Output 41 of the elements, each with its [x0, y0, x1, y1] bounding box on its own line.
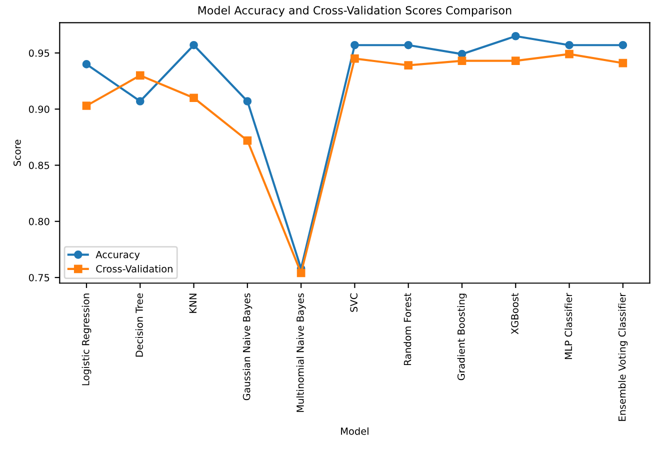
point: [350, 54, 359, 63]
x-tick-label: XGBoost: [511, 293, 518, 334]
x-tick-label: MLP Classifier: [564, 292, 572, 360]
point: [565, 50, 574, 58]
point: [190, 94, 198, 102]
x-tick-label: Logistic Regression: [82, 294, 92, 386]
point: [296, 268, 306, 278]
point: [243, 97, 252, 106]
x-tick-label: Ensemble Voting Classifier: [618, 292, 628, 421]
point: [458, 56, 466, 65]
point: [136, 71, 144, 80]
point: [404, 40, 413, 50]
y-tick-label: 0.80: [28, 218, 50, 226]
point: [190, 40, 198, 50]
chart-title: Model Accuracy and Cross-Validation Scores Comparison: [198, 6, 512, 17]
point: [511, 32, 520, 40]
y-tick-label: 0.85: [28, 162, 50, 170]
x-tick-label: Decision Tree: [135, 293, 143, 357]
point: [82, 102, 91, 110]
point: [565, 40, 574, 50]
y-axis-title: Score: [14, 140, 21, 166]
point: [618, 58, 628, 68]
y-tick-label: 0.95: [28, 49, 50, 57]
y-tick-label: 0.75: [28, 274, 50, 282]
x-tick-label: Gradient Boosting: [457, 294, 467, 380]
point: [350, 40, 359, 50]
legend-label: Cross-Validation: [96, 264, 172, 272]
x-tick-label: SVC: [350, 293, 358, 312]
x-tick-label: Multinomial Naive Bayes: [296, 293, 306, 412]
point: [511, 56, 520, 65]
point: [618, 40, 628, 50]
y-tick-label: 0.90: [28, 106, 50, 113]
x-axis-title: Model: [341, 427, 368, 435]
point: [136, 97, 144, 106]
legend-label: Accuracy: [96, 250, 140, 260]
point: [404, 61, 413, 70]
point: [243, 136, 252, 145]
x-tick-label: KNN: [189, 294, 196, 313]
x-tick-label: Random Forest: [404, 293, 412, 366]
point: [82, 60, 91, 68]
x-tick-label: Gaussian Naive Bayes: [242, 293, 252, 400]
